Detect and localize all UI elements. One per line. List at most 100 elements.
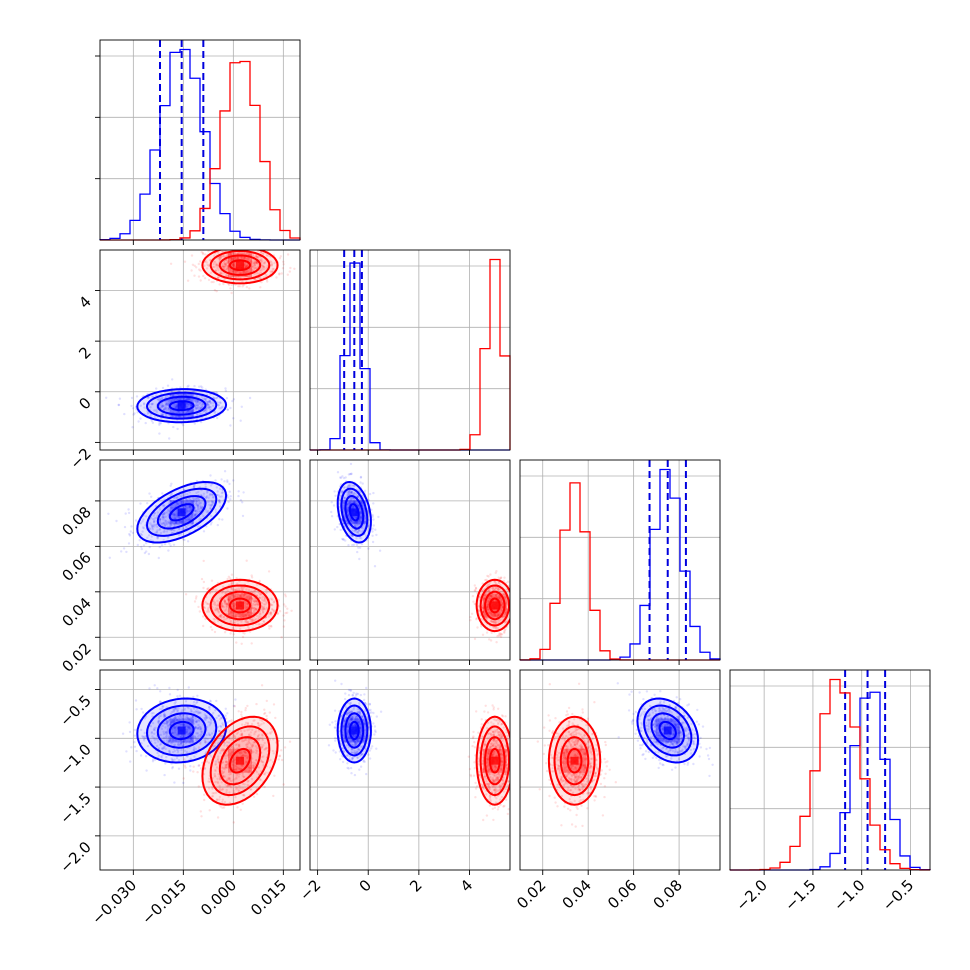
grid-lines — [310, 460, 510, 660]
panel-frame — [729, 669, 931, 871]
red-density-cell — [228, 601, 236, 610]
red-density-cell — [570, 756, 579, 765]
red-density-cell — [490, 756, 499, 765]
red-density-cell — [236, 269, 244, 278]
blue-density-cell — [177, 508, 186, 517]
blue-density-cell — [169, 726, 178, 735]
blue-contour — [344, 712, 365, 749]
red-contour — [479, 725, 510, 797]
blue-density-cell — [177, 726, 186, 735]
blue-density-cell — [177, 516, 186, 525]
x-tick-label: −1.0 — [830, 876, 868, 914]
y-tick-label: −2 — [66, 445, 94, 473]
blue-contour — [156, 395, 207, 416]
x-tick-label: −0.5 — [879, 876, 917, 914]
x-tick-label: 0.000 — [197, 876, 240, 919]
x-tick-label: −2.0 — [732, 876, 770, 914]
blue-contour — [156, 495, 207, 530]
blue-density-cell — [663, 726, 672, 735]
y-tick-label: −0.5 — [56, 692, 94, 730]
panel-frame — [519, 459, 721, 661]
red-contour — [553, 725, 596, 797]
x-tick-label: 0 — [356, 876, 375, 895]
blue-contour — [336, 697, 372, 764]
panel-frame — [99, 39, 301, 241]
grid-lines — [730, 670, 930, 870]
blue-density-cell — [185, 401, 194, 410]
red-contour — [228, 747, 252, 774]
red-contour — [201, 715, 279, 806]
red-density-cell — [562, 748, 571, 757]
blue-density-cell — [177, 500, 186, 509]
x-tick-label: −2 — [296, 876, 324, 904]
y-tick-label: −2.0 — [56, 838, 94, 876]
red-density-cell — [498, 748, 507, 757]
red-density-cell — [228, 593, 236, 602]
red-density-cell — [228, 756, 236, 765]
x-tick-label: 0.02 — [513, 876, 549, 912]
blue-density-cell — [185, 734, 194, 743]
red-density-cell — [244, 593, 252, 602]
blue-density-cell — [177, 401, 186, 410]
y-tick-label: 0.08 — [58, 503, 94, 539]
blue-contour — [658, 720, 677, 741]
scatter-panel-2-1 — [309, 459, 511, 665]
red-contour — [479, 584, 510, 627]
blue-contour — [168, 503, 195, 522]
y-tick-label: 0.06 — [58, 548, 94, 584]
blue-density-cell — [671, 718, 680, 727]
blue-density-cell — [169, 500, 178, 509]
red-density-cell — [498, 764, 507, 773]
scatter-panel-3-2: 0.02 0.04 0.06 0.08 — [513, 669, 721, 912]
x-tick-label: −0.015 — [138, 876, 190, 928]
histogram-panel-1 — [309, 249, 511, 455]
red-contour — [566, 747, 583, 774]
red-density-cell — [236, 593, 244, 602]
scatter-panel-2-0: 0.02 0.04 0.06 0.08 — [58, 459, 301, 676]
red-contour — [218, 254, 262, 276]
blue-contour — [340, 487, 369, 537]
red-contour — [475, 715, 510, 806]
blue-density-cell — [169, 508, 178, 517]
blue-contour — [643, 704, 693, 757]
panel-frame — [309, 249, 511, 451]
red-density-cell — [244, 756, 252, 765]
histogram-panel-0 — [95, 39, 301, 245]
x-tick-label: 4 — [457, 876, 476, 895]
x-tick-label: 0.04 — [559, 876, 595, 912]
red-density-cell — [562, 764, 571, 773]
blue-contour — [336, 480, 372, 544]
y-tick-label: −1.5 — [56, 789, 94, 827]
panel-frame — [309, 459, 511, 661]
red-density-cell — [236, 756, 244, 765]
red-density-cell — [578, 764, 587, 773]
x-tick-label: 0.06 — [604, 876, 640, 912]
red-density-cell — [490, 601, 499, 610]
red-contour — [475, 578, 510, 633]
blue-density-cell — [671, 734, 680, 743]
x-tick-label: 0.015 — [247, 876, 290, 919]
blue-density-cell — [185, 508, 194, 517]
blue-density-cell — [655, 734, 664, 743]
red-density-cell — [482, 764, 491, 773]
red-contour — [209, 584, 271, 627]
blue-density-cell — [185, 516, 194, 525]
blue-density-cell — [185, 726, 194, 735]
red-density-cell — [570, 764, 579, 773]
grid-lines — [100, 670, 300, 870]
x-tick-label: 0.08 — [650, 876, 686, 912]
red-density-cell — [244, 601, 252, 610]
blue-density-cell — [655, 718, 664, 727]
red-contour — [228, 259, 252, 272]
red-density-cell — [236, 748, 244, 757]
red-density-cell — [228, 764, 236, 773]
blue-contour — [168, 720, 195, 741]
red-density-cell — [578, 756, 587, 765]
red-contour — [488, 747, 501, 774]
red-density-cell — [490, 609, 499, 618]
red-contour — [488, 597, 501, 614]
red-density-cell — [236, 253, 244, 262]
red-density-cell — [482, 748, 491, 757]
y-tick-label: −1.0 — [56, 740, 94, 778]
y-tick-label: 4 — [75, 293, 94, 312]
